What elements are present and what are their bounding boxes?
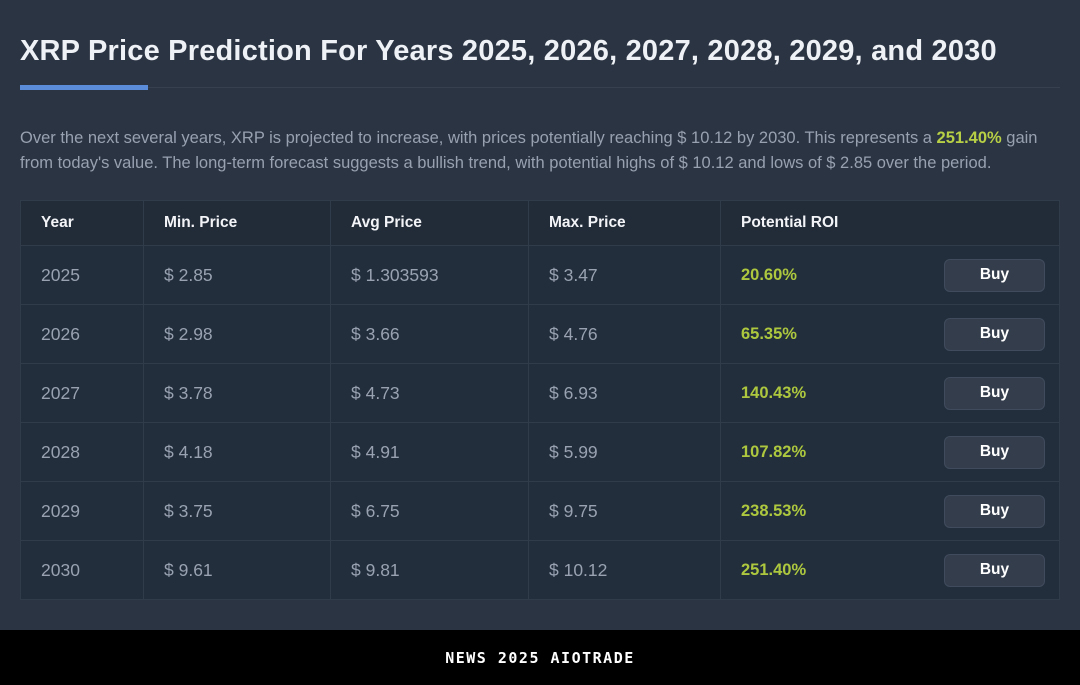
- roi-cell: 20.60% Buy: [720, 245, 1060, 305]
- news-banner-text: NEWS 2025 AIOTRADE: [445, 648, 635, 667]
- table-row: 2028 $ 4.18 $ 4.91 $ 5.99 107.82% Buy: [20, 422, 1060, 482]
- max-price-cell: $ 10.12: [528, 540, 721, 600]
- table-row: 2025 $ 2.85 $ 1.303593 $ 3.47 20.60% Buy: [20, 245, 1060, 305]
- roi-value: 107.82%: [741, 442, 807, 461]
- year-cell: 2025: [20, 245, 144, 305]
- roi-cell: 238.53% Buy: [720, 481, 1060, 541]
- roi-wrap: 238.53% Buy: [741, 494, 1059, 528]
- buy-button[interactable]: Buy: [944, 376, 1045, 410]
- header-min-price: Min. Price: [143, 200, 331, 246]
- avg-price-cell: $ 4.73: [330, 363, 529, 423]
- roi-value: 20.60%: [741, 265, 797, 284]
- roi-wrap: 107.82% Buy: [741, 435, 1059, 469]
- year-cell: 2026: [20, 304, 144, 364]
- divider-accent-bar: [20, 85, 148, 90]
- buy-button[interactable]: Buy: [944, 317, 1045, 351]
- roi-cell: 140.43% Buy: [720, 363, 1060, 423]
- buy-button[interactable]: Buy: [944, 435, 1045, 469]
- roi-wrap: 140.43% Buy: [741, 376, 1059, 410]
- roi-wrap: 251.40% Buy: [741, 553, 1059, 587]
- avg-price-cell: $ 1.303593: [330, 245, 529, 305]
- max-price-cell: $ 4.76: [528, 304, 721, 364]
- year-cell: 2028: [20, 422, 144, 482]
- roi-value: 65.35%: [741, 324, 797, 343]
- intro-text-1: Over the next several years, XRP is proj…: [20, 129, 937, 147]
- table-row: 2029 $ 3.75 $ 6.75 $ 9.75 238.53% Buy: [20, 481, 1060, 541]
- roi-value: 140.43%: [741, 383, 807, 402]
- table-row: 2026 $ 2.98 $ 3.66 $ 4.76 65.35% Buy: [20, 304, 1060, 364]
- header-year: Year: [20, 200, 144, 246]
- min-price-cell: $ 2.98: [143, 304, 331, 364]
- year-cell: 2027: [20, 363, 144, 423]
- table-header-row: Year Min. Price Avg Price Max. Price Pot…: [20, 200, 1060, 246]
- year-cell: 2030: [20, 540, 144, 600]
- roi-value: 238.53%: [741, 501, 807, 520]
- roi-cell: 65.35% Buy: [720, 304, 1060, 364]
- divider-line: [20, 87, 1060, 88]
- year-cell: 2029: [20, 481, 144, 541]
- max-price-cell: $ 9.75: [528, 481, 721, 541]
- roi-cell: 251.40% Buy: [720, 540, 1060, 600]
- header-avg-price: Avg Price: [330, 200, 529, 246]
- buy-button[interactable]: Buy: [944, 494, 1045, 528]
- max-price-cell: $ 5.99: [528, 422, 721, 482]
- table-row: 2027 $ 3.78 $ 4.73 $ 6.93 140.43% Buy: [20, 363, 1060, 423]
- avg-price-cell: $ 6.75: [330, 481, 529, 541]
- prediction-table: Year Min. Price Avg Price Max. Price Pot…: [20, 200, 1060, 600]
- roi-cell: 107.82% Buy: [720, 422, 1060, 482]
- min-price-cell: $ 3.75: [143, 481, 331, 541]
- buy-button[interactable]: Buy: [944, 553, 1045, 587]
- avg-price-cell: $ 3.66: [330, 304, 529, 364]
- buy-button[interactable]: Buy: [944, 258, 1045, 292]
- avg-price-cell: $ 9.81: [330, 540, 529, 600]
- max-price-cell: $ 3.47: [528, 245, 721, 305]
- roi-highlight: 251.40%: [936, 129, 1002, 147]
- min-price-cell: $ 3.78: [143, 363, 331, 423]
- header-max-price: Max. Price: [528, 200, 721, 246]
- page-title: XRP Price Prediction For Years 2025, 202…: [20, 35, 997, 67]
- title-divider: [20, 85, 1060, 90]
- table-row: 2030 $ 9.61 $ 9.81 $ 10.12 251.40% Buy: [20, 540, 1060, 600]
- intro-text-2: gain from today's value. The long-term f…: [20, 129, 1038, 172]
- header-potential-roi: Potential ROI: [720, 200, 1060, 246]
- min-price-cell: $ 4.18: [143, 422, 331, 482]
- roi-wrap: 65.35% Buy: [741, 317, 1059, 351]
- roi-wrap: 20.60% Buy: [741, 258, 1059, 292]
- avg-price-cell: $ 4.91: [330, 422, 529, 482]
- min-price-cell: $ 2.85: [143, 245, 331, 305]
- main-content: XRP Price Prediction For Years 2025, 202…: [0, 35, 1080, 600]
- news-banner: NEWS 2025 AIOTRADE: [0, 630, 1080, 685]
- min-price-cell: $ 9.61: [143, 540, 331, 600]
- intro-paragraph: Over the next several years, XRP is proj…: [20, 126, 1060, 175]
- roi-value: 251.40%: [741, 560, 807, 579]
- max-price-cell: $ 6.93: [528, 363, 721, 423]
